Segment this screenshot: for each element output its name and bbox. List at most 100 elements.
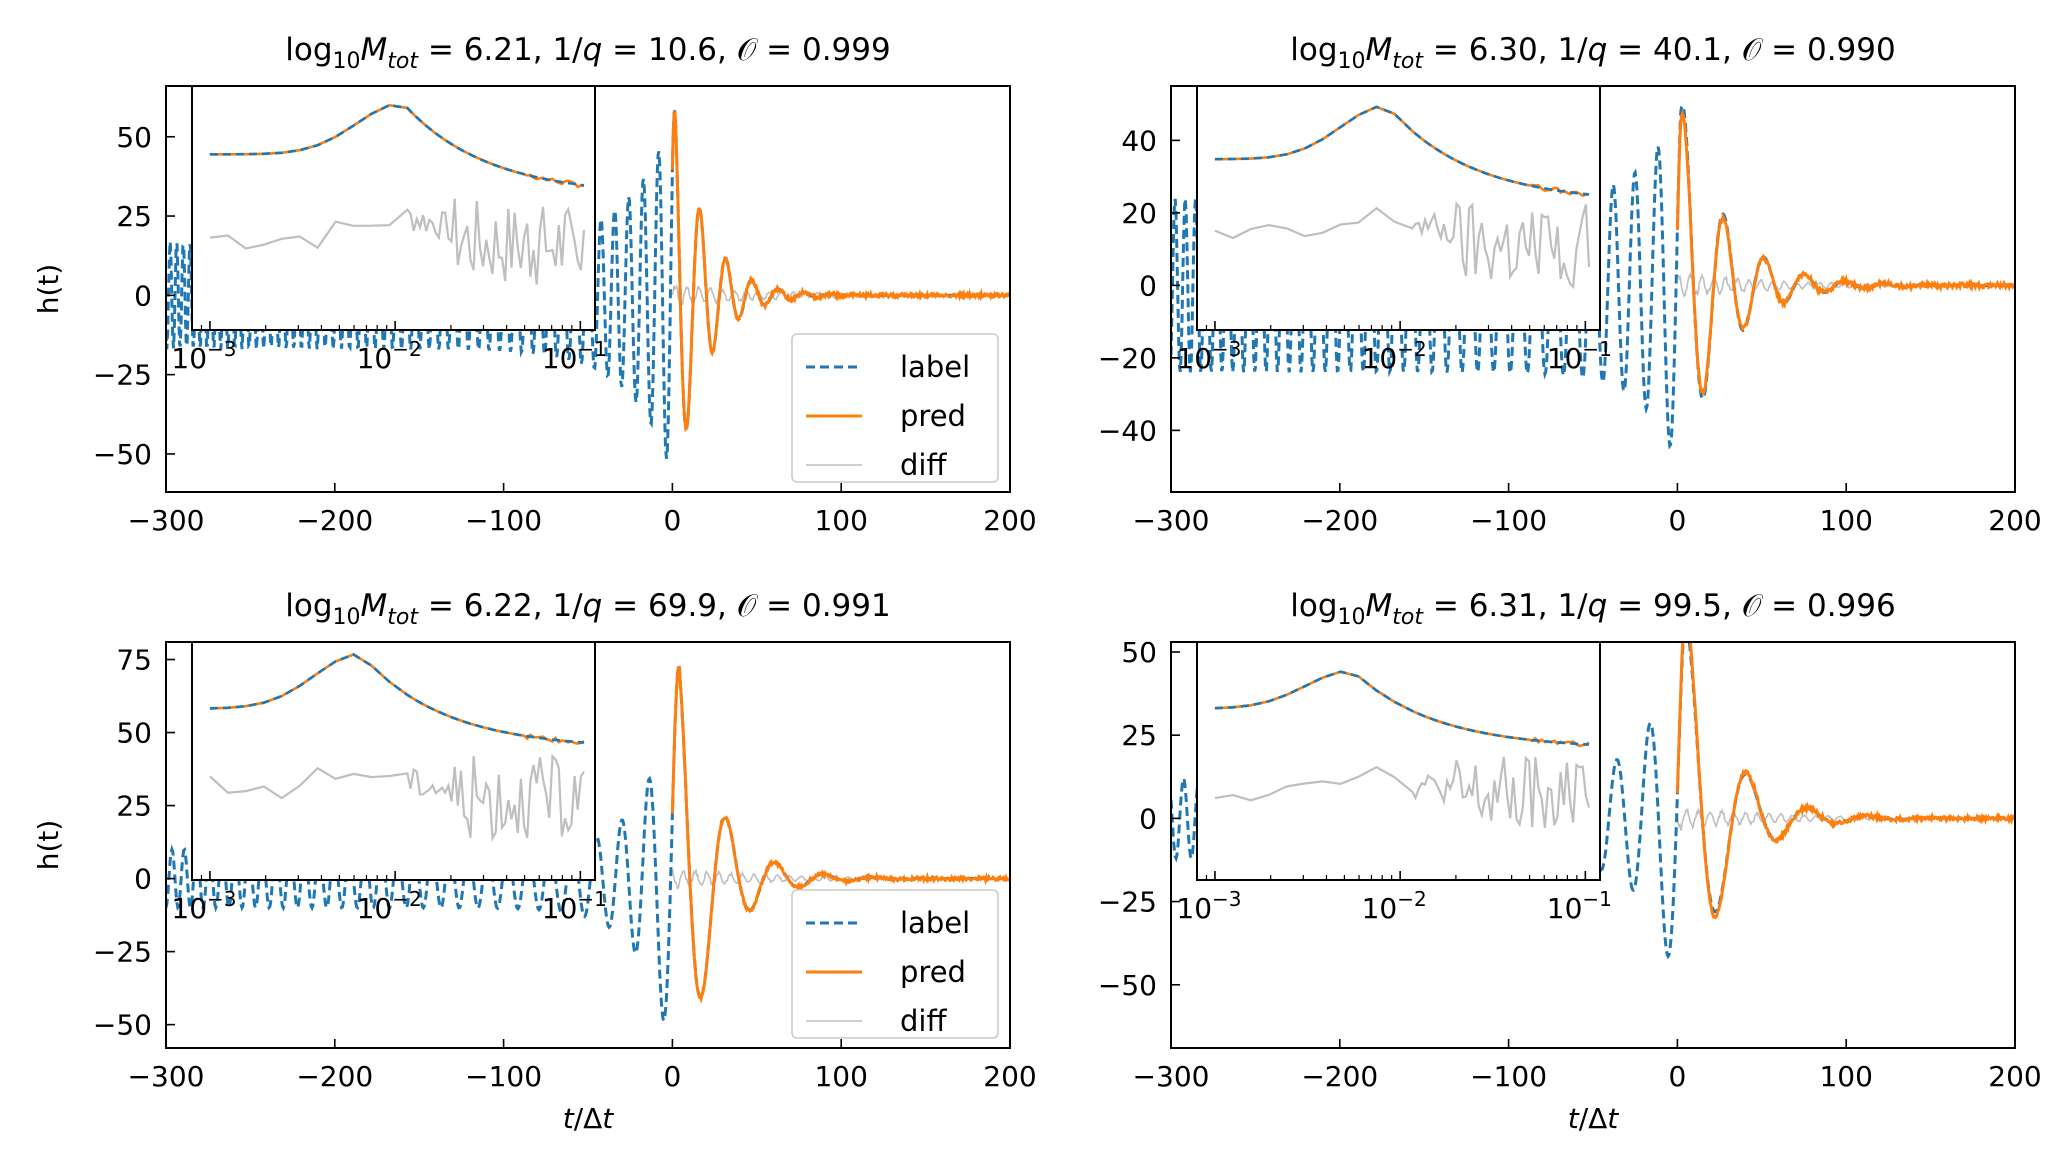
x-tick-label: 0 (1668, 504, 1686, 537)
x-tick-label: 0 (663, 504, 681, 537)
inset-tick-label: 10−2 (357, 887, 422, 925)
y-tick-label: −50 (93, 1009, 152, 1042)
inset-frame (1196, 641, 1601, 881)
x-tick-label: −300 (128, 504, 205, 537)
inset-tick-label: 10−2 (357, 337, 422, 375)
inset-tick-label: 10−3 (171, 337, 236, 375)
axes-frame (1170, 641, 2016, 1049)
y-axis-label: h(t) (32, 264, 65, 315)
y-tick-label: −50 (93, 438, 152, 471)
y-tick-label: 0 (1139, 269, 1157, 302)
x-tick-label: −100 (465, 504, 542, 537)
pred-line (1675, 108, 2015, 397)
y-tick-label: −50 (1098, 969, 1157, 1002)
legend-label-pred: pred (900, 399, 966, 433)
inset-tick-label: 10−3 (1176, 887, 1241, 925)
panel-4: 10−3 10−2 10−1 −300 −200 −100 0 100 200 −50 −25 0 25… (1098, 588, 2042, 1135)
inset-diff-line (1214, 755, 1591, 828)
x-tick-label: 200 (983, 1060, 1036, 1093)
x-axis-label: t/Δt (563, 1102, 615, 1135)
y-tick-label: −25 (1098, 886, 1157, 919)
panel-title: log10Mtot = 6.22, 1/q = 69.9, 𝒪 = 0.991 (285, 588, 890, 630)
x-tick-label: 0 (663, 1060, 681, 1093)
panel-title: log10Mtot = 6.21, 1/q = 10.6, 𝒪 = 0.999 (285, 32, 890, 74)
inset-plot: 10−3 10−2 10−1 (1176, 105, 1612, 375)
legend: label pred diff (791, 333, 999, 483)
inset-label-line (209, 653, 585, 744)
axes-frame (165, 85, 1011, 493)
inset-frame (191, 641, 596, 881)
legend-label-diff: diff (900, 448, 947, 482)
inset-plot: 10−3 10−2 10−1 (171, 103, 607, 375)
x-tick-label: −200 (1301, 504, 1378, 537)
x-tick-label: 100 (814, 1060, 867, 1093)
inset-diff-line (209, 198, 586, 285)
x-axis-label: t/Δt (1568, 1102, 1620, 1135)
pred-line (670, 665, 1010, 1004)
y-tick-label: 20 (1121, 197, 1157, 230)
x-tick-label: 100 (814, 504, 867, 537)
inset-label-line (1214, 105, 1590, 196)
inset-frame (1196, 85, 1601, 331)
inset-label-line (1214, 670, 1590, 746)
y-tick-label: −40 (1098, 414, 1157, 447)
y-tick-label: 25 (1121, 719, 1157, 752)
legend-frame (791, 889, 999, 1039)
inset-tick-label: 10−1 (542, 887, 607, 925)
label-line (166, 663, 1010, 1025)
x-tick-label: −100 (465, 1060, 542, 1093)
y-tick-label: 25 (116, 200, 152, 233)
x-tick-label: −200 (296, 1060, 373, 1093)
y-tick-label: 75 (116, 644, 152, 677)
y-tick-label: 50 (116, 717, 152, 750)
panel-2: 10−3 10−2 10−1−300 −200 −100 0 100 200−40−20020… (1098, 32, 2042, 537)
y-tick-label: −20 (1098, 342, 1157, 375)
x-tick-label: −300 (128, 1060, 205, 1093)
y-tick-label: 50 (1121, 636, 1157, 669)
y-tick-label: −25 (93, 359, 152, 392)
y-axis-label: h(t) (32, 820, 65, 871)
plot-area (166, 110, 1010, 459)
pred-line (670, 111, 1010, 433)
inset-tick-label: 10−2 (1362, 337, 1427, 375)
x-tick-label: 200 (1988, 504, 2041, 537)
x-tick-label: −300 (1133, 504, 1210, 537)
pred-line (1675, 642, 2015, 920)
x-tick-label: −200 (1301, 1060, 1378, 1093)
panel-title: log10Mtot = 6.30, 1/q = 40.1, 𝒪 = 0.990 (1290, 32, 1895, 74)
panel-1: 10−3 10−2 10−1 label pred diff −300 −200 −100 0 10… (32, 32, 1037, 537)
legend-label-label: label (900, 350, 970, 384)
inset-tick-label: 10−3 (1176, 337, 1241, 375)
inset-frame (191, 85, 596, 331)
inset-tick-label: 10−3 (171, 887, 236, 925)
x-tick-label: 100 (1819, 504, 1872, 537)
axes-frame (1170, 85, 2016, 493)
legend-label-pred: pred (900, 955, 966, 989)
y-tick-label: −25 (93, 936, 152, 969)
inset-plot: 10−3 10−2 10−1 (171, 653, 607, 925)
x-tick-label: −100 (1470, 1060, 1547, 1093)
x-tick-label: 200 (983, 504, 1036, 537)
legend-label-diff: diff (900, 1004, 947, 1038)
inset-tick-label: 10−2 (1362, 887, 1427, 925)
inset-diff-line (1214, 201, 1591, 290)
inset-tick-label: 10−1 (542, 337, 607, 375)
x-tick-label: −100 (1470, 504, 1547, 537)
panel-3: 10−3 10−2 10−1 label pred diff −300 −200 −100 0 10… (32, 588, 1037, 1135)
axes-frame (165, 641, 1011, 1049)
y-tick-label: 0 (1139, 802, 1157, 835)
legend-label-label: label (900, 906, 970, 940)
inset-tick-label: 10−1 (1547, 337, 1612, 375)
inset-plot: 10−3 10−2 10−1 (1176, 670, 1612, 925)
y-tick-label: 50 (116, 121, 152, 154)
x-tick-label: −200 (296, 504, 373, 537)
x-tick-label: −300 (1133, 1060, 1210, 1093)
inset-diff-line (209, 753, 585, 843)
y-tick-label: 0 (134, 279, 152, 312)
x-tick-label: 100 (1819, 1060, 1872, 1093)
y-tick-label: 25 (116, 790, 152, 823)
x-tick-label: 200 (1988, 1060, 2041, 1093)
y-tick-label: 40 (1121, 124, 1157, 157)
y-tick-label: 0 (134, 863, 152, 896)
